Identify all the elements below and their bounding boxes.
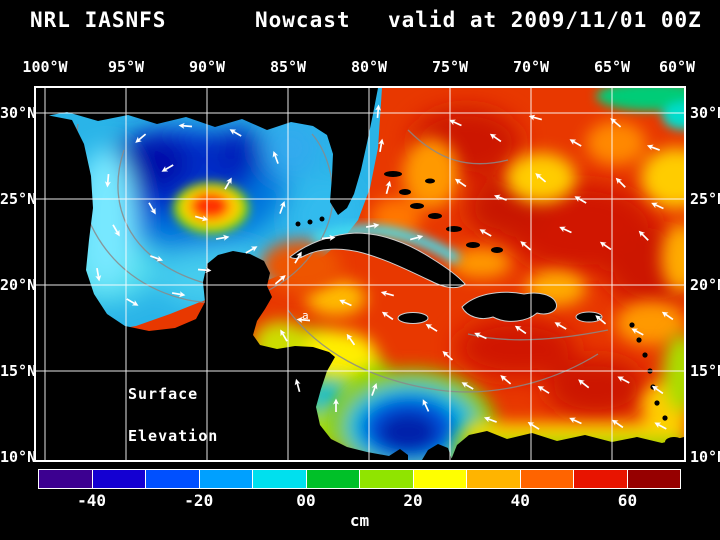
title-valid: valid at 2009/11/01 00Z (388, 8, 702, 32)
lat-label-left: 30°N (0, 104, 37, 122)
lat-label-right: 30°N (690, 104, 720, 122)
field-annotation-line1: Surface (128, 385, 199, 403)
lon-label: 95°W (107, 58, 145, 76)
lat-label-left: 15°N (0, 362, 37, 380)
lat-label-left: 20°N (0, 276, 37, 294)
contour-label: a (302, 309, 309, 322)
lon-label: 60°W (658, 58, 696, 76)
colorbar-segment (574, 470, 627, 488)
lat-label-left: 10°N (0, 448, 37, 466)
colorbar-segment (39, 470, 92, 488)
lon-label: 85°W (269, 58, 307, 76)
colorbar-tick-label: 00 (296, 491, 316, 510)
colorbar (38, 469, 681, 489)
lat-label-right: 25°N (690, 190, 720, 208)
lon-label: 75°W (431, 58, 469, 76)
field-annotation: Surface Elevation (128, 384, 218, 468)
florida-straits-band (311, 224, 462, 265)
colorbar-segment (360, 470, 413, 488)
lon-label: 70°W (512, 58, 550, 76)
colorbar-segment (146, 470, 199, 488)
graticule (36, 88, 684, 460)
surface-elevation-field: a (36, 88, 684, 460)
map-area: a Surface Elevation (34, 86, 686, 462)
colorbar-segment (306, 470, 359, 488)
colorbar-tick-label: -40 (77, 491, 106, 510)
colorbar-units: cm (349, 511, 370, 530)
land-masses (36, 88, 684, 460)
lon-label: 80°W (350, 58, 388, 76)
title-product: Nowcast (255, 8, 351, 32)
field-annotation-line2: Elevation (128, 427, 219, 445)
lon-label: 65°W (593, 58, 631, 76)
colorbar-segment (199, 470, 252, 488)
northeast-cool-strip (596, 88, 684, 130)
colorbar-segment (413, 470, 466, 488)
colorbar-segment (467, 470, 520, 488)
colorbar-tick-label: -20 (184, 491, 214, 510)
colorbar-segment (627, 470, 680, 488)
lon-label: 100°W (22, 58, 68, 76)
lat-label-right: 10°N (690, 448, 720, 466)
high-elevation-blobs (411, 108, 684, 418)
colorbar-tick-label: 20 (403, 491, 423, 510)
colorbar-segment (92, 470, 145, 488)
warm-core-eddy (173, 182, 249, 234)
colorbar-tick-label: 40 (510, 491, 530, 510)
colorbar-segment (253, 470, 306, 488)
lat-label-right: 15°N (690, 362, 720, 380)
colorbar-ticks: -40 -20 00 20 40 60 (38, 491, 681, 510)
lat-label-right: 20°N (690, 276, 720, 294)
lat-label-left: 25°N (0, 190, 37, 208)
colorbar-tick-label: 60 (617, 491, 638, 510)
colorbar-segment (520, 470, 573, 488)
title-model: NRL IASNFS (30, 8, 167, 32)
lon-label: 90°W (188, 58, 226, 76)
